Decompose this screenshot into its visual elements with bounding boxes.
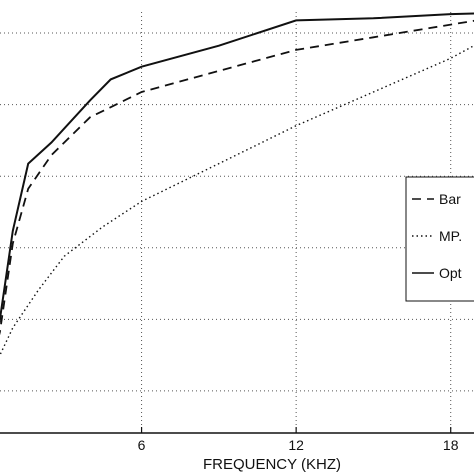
x-tick-label-1: 12 xyxy=(288,437,304,453)
x-tick-label-2: 18 xyxy=(443,437,459,453)
series-line-opt xyxy=(0,12,474,324)
x-axis-title: FREQUENCY (KHZ) xyxy=(203,456,341,473)
legend: Bar MP. Opt xyxy=(405,176,474,302)
series-layer xyxy=(0,12,474,357)
tick-labels: 6 12 18 xyxy=(138,437,459,453)
series-line-mp xyxy=(0,44,474,357)
legend-label-1: MP. xyxy=(439,228,462,244)
legend-label-0: Bar xyxy=(439,191,461,207)
x-tick-label-0: 6 xyxy=(138,437,146,453)
legend-label-2: Opt xyxy=(439,265,462,281)
axes xyxy=(0,427,474,434)
grid xyxy=(0,12,474,433)
legend-box xyxy=(405,176,474,302)
series-line-bar xyxy=(0,19,474,336)
